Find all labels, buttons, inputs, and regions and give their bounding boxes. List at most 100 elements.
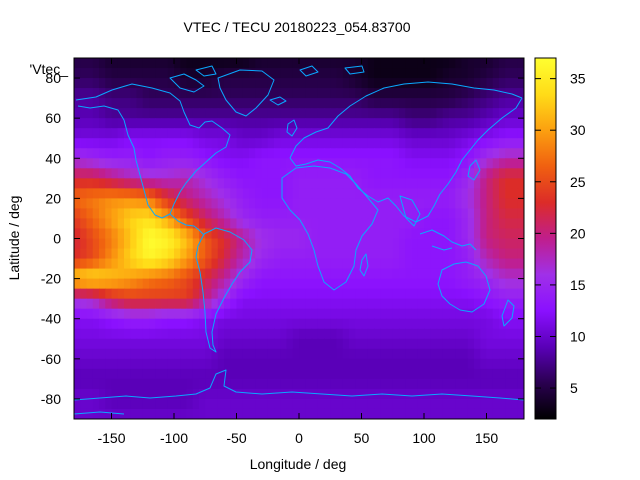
heatmap-cell [199,58,206,69]
heatmap-cell [249,238,256,250]
heatmap-cell [392,358,400,370]
heatmap-cell [255,318,263,330]
heatmap-cell [442,98,450,109]
heatmap-cell [399,218,406,230]
heatmap-cell [274,98,281,109]
heatmap-cell [417,98,425,109]
heatmap-cell [511,248,519,260]
heatmap-cell [399,78,406,89]
heatmap-cell [380,268,388,280]
heatmap-cell [280,298,288,310]
heatmap-cell [274,308,281,320]
heatmap-cell [380,298,388,310]
heatmap-cell [367,118,375,129]
heatmap-cell [136,338,144,350]
heatmap-cell [117,108,125,119]
heatmap-cell [392,128,400,139]
heatmap-cell [130,178,138,189]
heatmap-cell [242,188,250,199]
heatmap-cell [486,408,494,419]
heatmap-cell [492,328,500,340]
heatmap-cell [511,158,519,169]
heatmap-cell [80,378,88,390]
heatmap-cell [324,98,331,109]
heatmap-cell [230,118,238,129]
heatmap-cell [180,378,188,390]
heatmap-cell [261,248,269,260]
heatmap-cell [486,68,494,79]
heatmap-cell [492,128,500,139]
heatmap-cell [142,168,150,179]
heatmap-cell [117,118,125,129]
heatmap-cell [330,258,338,270]
heatmap-cell [311,98,319,109]
heatmap-cell [167,368,175,380]
heatmap-cell [117,68,125,79]
heatmap-cell [99,168,106,179]
heatmap-cell [74,288,81,300]
heatmap-cell [455,148,463,159]
heatmap-cell [480,218,488,230]
heatmap-cell [117,208,125,220]
heatmap-cell [92,388,100,400]
heatmap-cell [399,278,406,290]
heatmap-cell [380,198,388,210]
heatmap-cell [474,348,481,360]
heatmap-cell [511,278,519,290]
heatmap-cell [124,88,131,99]
heatmap-cell [424,328,431,340]
heatmap-cell [305,408,313,419]
heatmap-cell [311,388,319,400]
heatmap-cell [411,298,419,310]
heatmap-cell [511,78,519,89]
heatmap-cell [167,298,175,310]
heatmap-cell [355,408,363,419]
heatmap-cell [149,398,156,410]
heatmap-cell [361,208,369,220]
heatmap-cell [361,58,369,69]
heatmap-cell [149,388,156,400]
heatmap-cell [274,398,281,410]
heatmap-cell [324,188,331,199]
heatmap-cell [286,348,294,360]
heatmap-cell [155,138,163,149]
heatmap-cell [442,378,450,390]
heatmap-cell [480,188,488,199]
heatmap-cell [517,218,524,230]
heatmap-cell [130,278,138,290]
heatmap-cell [374,288,381,300]
heatmap-cell [136,158,144,169]
heatmap-cell [449,88,456,99]
heatmap-cell [105,78,113,89]
heatmap-cell [467,138,475,149]
heatmap-cell [155,58,163,69]
heatmap-cell [267,368,275,380]
heatmap-cell [136,118,144,129]
heatmap-cell [236,298,244,310]
heatmap-cell [380,228,388,240]
heatmap-cell [486,368,494,380]
heatmap-cell [161,358,169,370]
x-tick-label: -100 [160,430,188,446]
heatmap-cell [455,158,463,169]
heatmap-cell [461,118,469,129]
heatmap-cell [474,108,481,119]
heatmap-cell [255,328,263,340]
heatmap-cell [474,328,481,340]
heatmap-cell [242,98,250,109]
heatmap-cell [299,388,306,400]
heatmap-cell [149,318,156,330]
heatmap-cell [461,188,469,199]
heatmap-cell [505,208,513,220]
heatmap-cell [367,98,375,109]
heatmap-cell [474,118,481,129]
heatmap-cell [342,388,350,400]
heatmap-cell [267,358,275,370]
heatmap-cell [405,298,413,310]
heatmap-cell [99,298,106,310]
heatmap-cell [511,328,519,340]
heatmap-cell [199,278,206,290]
heatmap-cell [436,248,444,260]
heatmap-cell [455,258,463,270]
heatmap-cell [499,178,506,189]
